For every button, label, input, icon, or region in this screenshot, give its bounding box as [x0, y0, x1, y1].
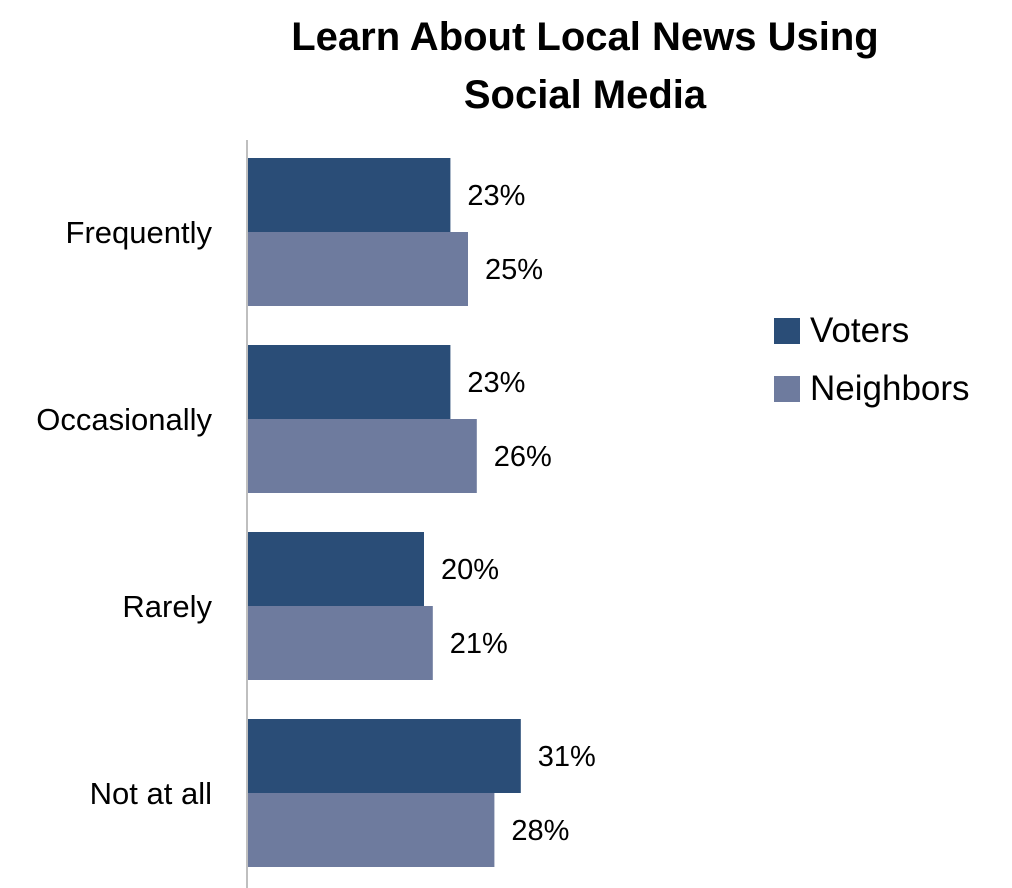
chart-title: Learn About Local News Using Social Medi… [230, 8, 940, 124]
bar-neighbors [248, 606, 433, 680]
legend-swatch-neighbors [774, 376, 800, 402]
data-label-voters: 20% [441, 554, 499, 586]
bar-voters [248, 158, 451, 232]
legend-item-voters: Voters [774, 302, 970, 360]
category-label: Rarely [122, 589, 212, 624]
legend: Voters Neighbors [774, 302, 970, 418]
data-label-neighbors: 28% [511, 815, 569, 847]
legend-label-voters: Voters [810, 311, 910, 350]
data-label-voters: 31% [538, 741, 596, 773]
category-label: Frequently [66, 215, 213, 250]
data-label-neighbors: 25% [485, 254, 543, 286]
bar-voters [248, 532, 424, 606]
data-label-voters: 23% [467, 180, 525, 212]
bar-voters [248, 345, 451, 419]
chart-title-line-2: Social Media [463, 73, 707, 117]
bar-neighbors [248, 232, 468, 306]
legend-item-neighbors: Neighbors [774, 360, 970, 418]
data-label-neighbors: 21% [450, 628, 508, 660]
data-label-voters: 23% [467, 367, 525, 399]
legend-label-neighbors: Neighbors [810, 369, 970, 408]
chart-title-line-1: Learn About Local News Using [291, 15, 879, 59]
bar-neighbors [248, 419, 477, 493]
bar-neighbors [248, 793, 495, 867]
bar-voters [248, 719, 521, 793]
category-label: Occasionally [36, 402, 212, 437]
category-label: Not at all [90, 776, 212, 811]
data-label-neighbors: 26% [494, 441, 552, 473]
legend-swatch-voters [774, 318, 800, 344]
